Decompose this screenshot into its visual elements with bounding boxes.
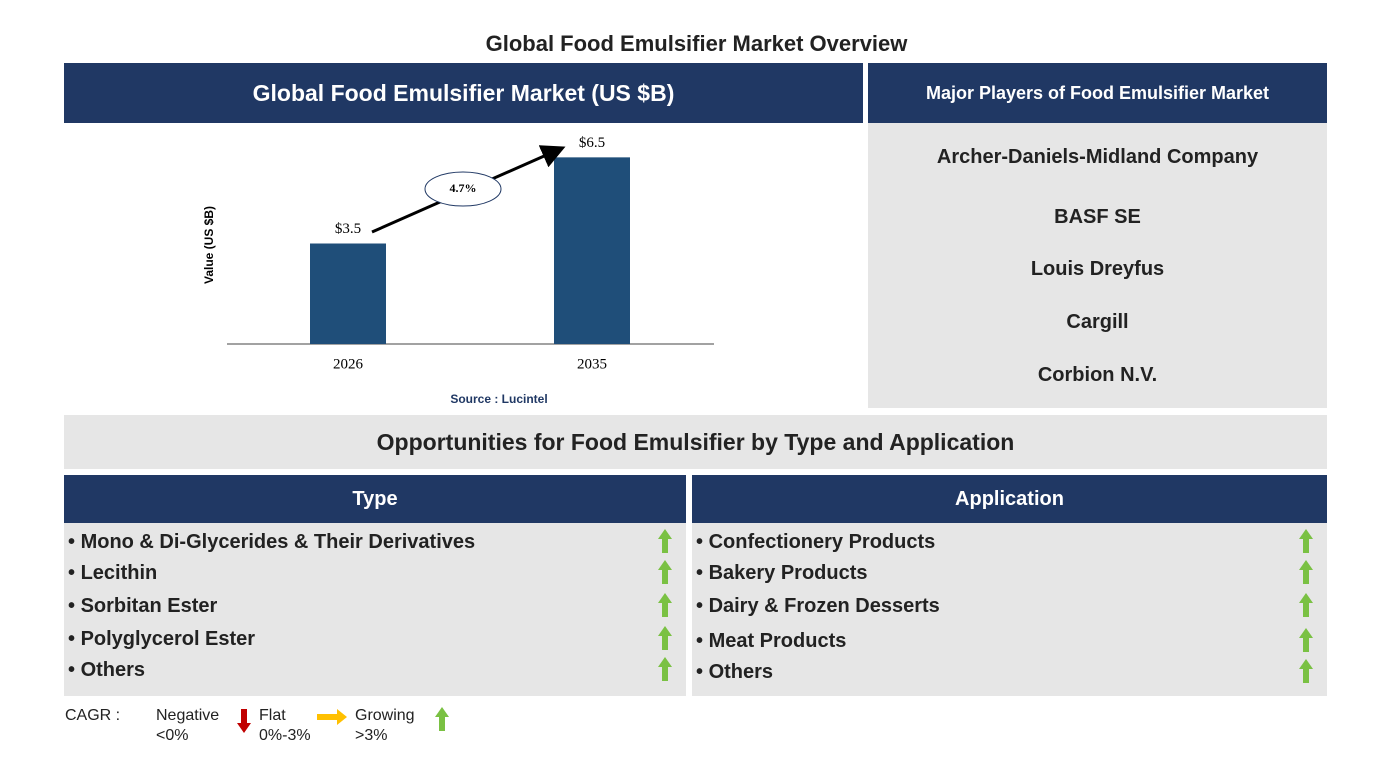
- legend-range: >3%: [355, 727, 388, 744]
- chart-title: Global Food Emulsifier Market (US $B): [64, 63, 863, 123]
- arrow-shape: [1299, 529, 1313, 553]
- annotation-ellipse: [424, 171, 502, 207]
- arrow-shape: [658, 593, 672, 617]
- arrow-shape: [317, 709, 347, 725]
- trend-arrow: [658, 657, 672, 681]
- player: Corbion N.V.: [1037, 364, 1158, 386]
- source: Source : Lucintel: [450, 392, 547, 406]
- trend-arrow: [658, 593, 672, 617]
- player: Louis Dreyfus: [1030, 258, 1165, 280]
- players-title: Major Players of Food Emulsifier Market: [868, 63, 1327, 123]
- chart: Value (US $B) $3.5 2026 $6.5 2035 4.7% Source …: [202, 135, 714, 406]
- x-tick-label: 2026: [333, 356, 364, 372]
- application-item: Meat Products: [696, 630, 847, 653]
- application-item: Others: [696, 661, 773, 684]
- player: Cargill: [1066, 311, 1129, 333]
- type-title: Type: [64, 475, 686, 523]
- arrow-shape: [435, 707, 449, 731]
- arrow-shape: [1299, 659, 1313, 683]
- page-title: Global Food Emulsifier Market Overview: [485, 31, 908, 56]
- legend-label: CAGR :: [65, 707, 121, 724]
- players-panel: Archer-Daniels-Midland Company BASF SE Lou…: [868, 123, 1327, 408]
- arrow-shape: [1299, 628, 1313, 652]
- trend-arrow: [1299, 659, 1313, 683]
- legend-range: <0%: [156, 727, 189, 744]
- bar: [554, 157, 630, 344]
- legend-item: Growing: [355, 707, 415, 724]
- trend-arrow: [435, 707, 449, 731]
- arrow-shape: [658, 657, 672, 681]
- player: BASF SE: [1054, 206, 1141, 228]
- trend-arrow: [658, 626, 672, 650]
- application-item: Confectionery Products: [696, 531, 936, 554]
- annotation: 4.7%: [450, 181, 477, 195]
- trend-arrow: [1299, 593, 1313, 617]
- opportunities-title: Opportunities for Food Emulsifier by Typ…: [64, 415, 1327, 469]
- type-item: Polyglycerol Ester: [68, 628, 256, 651]
- application-panel: Confectionery Products Bakery Products Dai…: [692, 523, 1327, 696]
- legend-item: Flat: [259, 707, 286, 724]
- y-axis-label: Value (US $B): [202, 206, 216, 284]
- legend-item: Negative: [156, 707, 220, 724]
- application-item: Dairy & Frozen Desserts: [696, 595, 940, 618]
- legend-range: 0%-3%: [259, 727, 311, 744]
- type-item: Lecithin: [68, 562, 158, 585]
- trend-arrow: [658, 529, 672, 553]
- arrow-shape: [658, 560, 672, 584]
- player: Archer-Daniels-Midland Company: [936, 146, 1259, 168]
- value-label: $3.5: [335, 221, 361, 237]
- type-item: Others: [68, 659, 145, 682]
- trend-arrow: [1299, 628, 1313, 652]
- type-item: Mono & Di-Glycerides & Their Derivatives: [68, 531, 476, 554]
- arrow-shape: [237, 709, 251, 733]
- trend-arrow: [1299, 560, 1313, 584]
- bar: [310, 243, 386, 344]
- arrow-shape: [1299, 593, 1313, 617]
- x-tick-label: 2035: [577, 356, 607, 372]
- trend-arrow: [237, 709, 251, 733]
- arrow-shape: [1299, 560, 1313, 584]
- value-label: $6.5: [579, 135, 605, 151]
- type-panel: Mono & Di-Glycerides & Their Derivatives…: [64, 523, 686, 696]
- application-item: Bakery Products: [696, 562, 868, 585]
- flat-arrow: [317, 709, 347, 725]
- type-item: Sorbitan Ester: [68, 595, 218, 618]
- arrow-shape: [658, 529, 672, 553]
- trend-arrow: [658, 560, 672, 584]
- trend-arrow: [1299, 529, 1313, 553]
- arrow-shape: [658, 626, 672, 650]
- application-title: Application: [692, 475, 1327, 523]
